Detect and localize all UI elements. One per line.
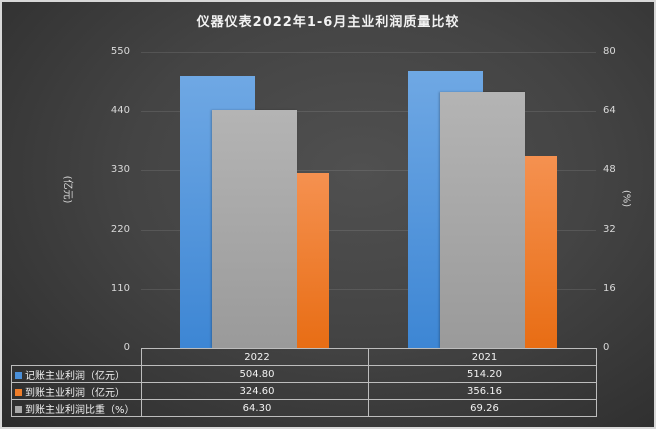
table-row: 到账主业利润（亿元） 324.60 356.16 (11, 382, 597, 400)
table-cell: 504.80 (141, 365, 369, 383)
row-label: 记账主业利润（亿元） (11, 365, 142, 383)
column-header: 2022 (141, 348, 369, 366)
y-tick-left: 0 (123, 342, 130, 353)
y-tick-left: 220 (110, 224, 130, 235)
row-label: 到账主业利润（亿元） (11, 382, 142, 400)
legend-swatch-orange (15, 388, 22, 396)
chart-title: 仪器仪表2022年1-6月主业利润质量比较 (196, 15, 460, 30)
y-tick-right: 32 (603, 224, 616, 235)
y-tick-left: 550 (110, 46, 130, 57)
gridline (141, 289, 596, 290)
data-table: 2022 2021 记账主业利润（亿元） 504.80 514.20 到账主业利… (11, 348, 597, 417)
bar-2022-received-profit (297, 173, 329, 348)
bar-2021-received-profit (525, 156, 557, 348)
table-cell: 324.60 (141, 382, 369, 400)
table-row: 到账主业利润比重（%） 64.30 69.26 (11, 399, 597, 417)
table-cell: 64.30 (141, 399, 369, 417)
gridline (141, 111, 596, 112)
table-cell: 514.20 (368, 365, 597, 383)
table-cell: 69.26 (368, 399, 597, 417)
legend-swatch-gray (15, 405, 22, 413)
row-label: 到账主业利润比重（%） (11, 399, 142, 417)
y-tick-right: 0 (603, 342, 610, 353)
y-tick-right: 16 (603, 283, 616, 294)
bar-2022-received-ratio (212, 110, 297, 348)
bar-2021-received-ratio (440, 92, 525, 348)
y-tick-left: 110 (110, 283, 130, 294)
y-axis-title-right: (%) (620, 189, 632, 208)
table-cell: 356.16 (368, 382, 597, 400)
y-tick-left: 440 (110, 105, 130, 116)
y-tick-left: 330 (110, 164, 130, 175)
gridline (141, 170, 596, 171)
y-tick-right: 48 (603, 164, 616, 175)
legend-swatch-blue (15, 371, 22, 379)
gridline (141, 52, 596, 53)
column-header: 2021 (368, 348, 597, 366)
gridline (141, 230, 596, 231)
table-row: 记账主业利润（亿元） 504.80 514.20 (11, 365, 597, 383)
y-axis-title-left: (亿元) (61, 175, 73, 204)
table-header-row: 2022 2021 (12, 348, 597, 366)
y-tick-right: 64 (603, 105, 616, 116)
y-tick-right: 80 (603, 46, 616, 57)
